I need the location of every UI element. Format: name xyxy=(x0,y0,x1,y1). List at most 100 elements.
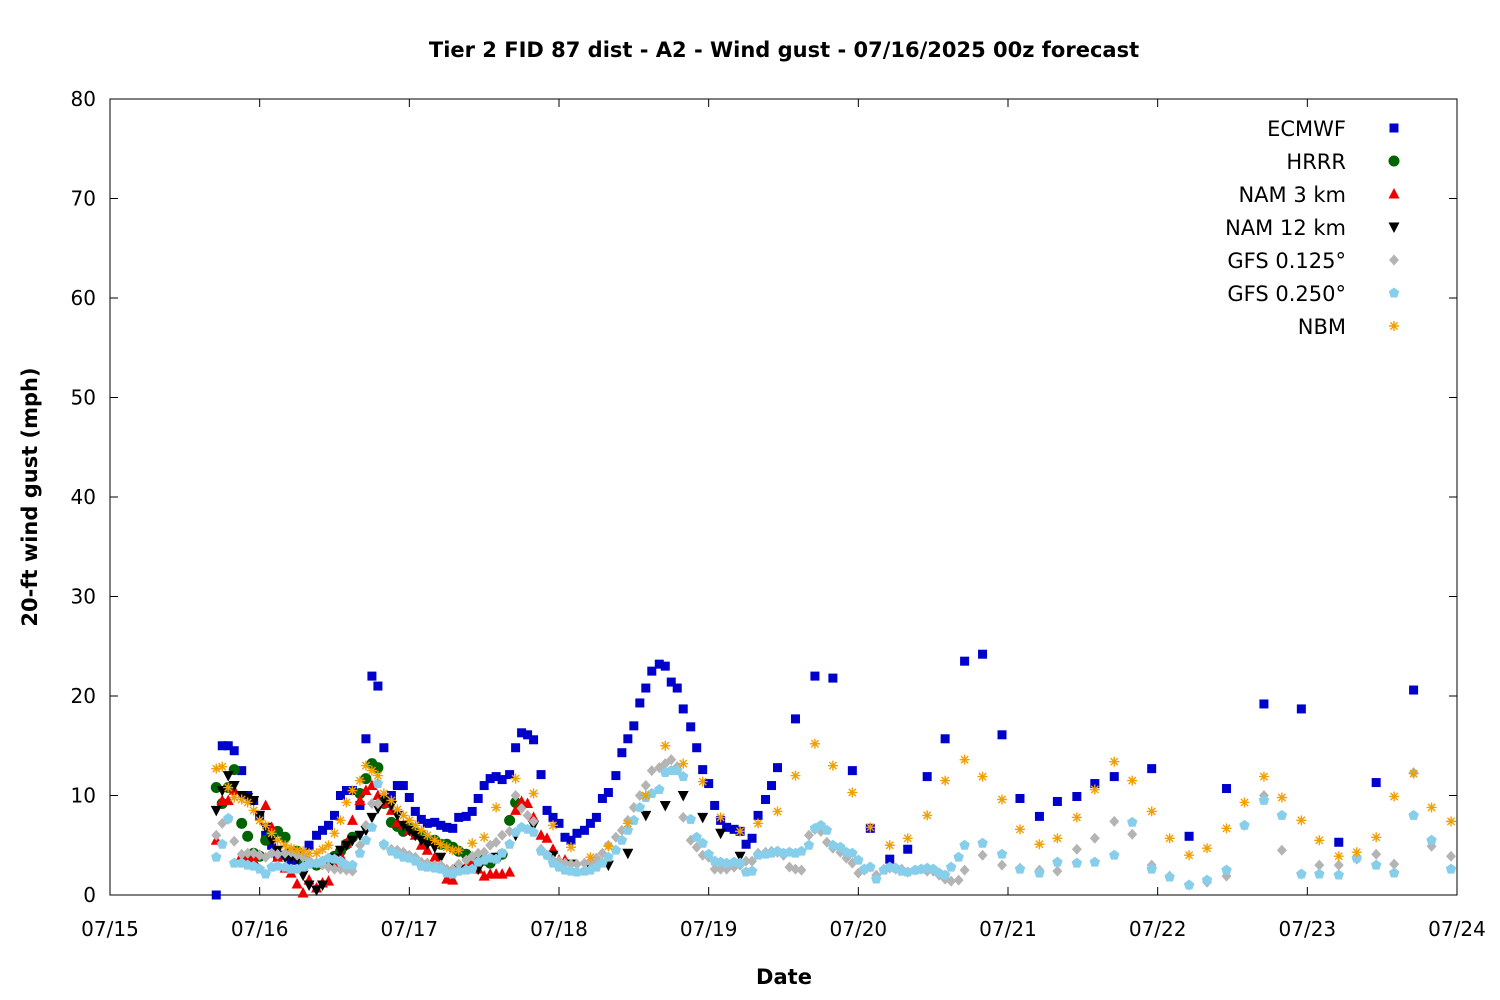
data-point xyxy=(729,824,739,834)
data-point xyxy=(467,806,477,816)
data-point xyxy=(280,847,291,859)
data-point xyxy=(479,846,490,858)
legend-label: NBM xyxy=(1298,315,1346,339)
data-point xyxy=(211,829,222,841)
data-point xyxy=(1426,802,1437,813)
data-point xyxy=(379,743,389,753)
series-gfs-0-250- xyxy=(211,765,1457,890)
data-point xyxy=(479,832,490,843)
data-point xyxy=(217,761,228,772)
data-point xyxy=(734,857,746,868)
data-point xyxy=(229,835,240,847)
data-point xyxy=(542,805,552,815)
data-point xyxy=(603,788,613,798)
data-point xyxy=(236,817,248,829)
data-point xyxy=(410,806,420,816)
data-point xyxy=(1314,835,1325,846)
data-point xyxy=(346,835,358,847)
data-point xyxy=(715,812,726,823)
data-point xyxy=(1333,851,1344,862)
data-point xyxy=(1333,869,1344,880)
data-point xyxy=(810,671,820,681)
data-point xyxy=(254,815,265,826)
data-point xyxy=(997,794,1008,805)
data-point xyxy=(977,837,988,848)
data-point xyxy=(1183,879,1195,890)
data-point xyxy=(761,794,771,804)
data-point xyxy=(634,801,646,812)
data-point xyxy=(1109,815,1120,827)
data-point xyxy=(1446,850,1457,862)
data-point xyxy=(311,848,322,859)
y-tick-label: 10 xyxy=(71,784,96,808)
data-point xyxy=(847,847,858,858)
legend-marker xyxy=(1389,254,1399,266)
data-point xyxy=(809,738,820,749)
data-point xyxy=(222,794,234,805)
data-point xyxy=(372,803,384,815)
data-point xyxy=(354,775,365,786)
data-point xyxy=(392,804,403,815)
data-point xyxy=(640,810,652,822)
data-point xyxy=(903,844,913,854)
data-point xyxy=(1276,844,1287,856)
data-point xyxy=(386,795,397,806)
data-point xyxy=(747,833,757,843)
data-point xyxy=(272,835,283,846)
data-point xyxy=(560,832,570,842)
data-point xyxy=(497,829,508,841)
data-point xyxy=(977,849,988,861)
data-point xyxy=(635,698,645,708)
data-point xyxy=(1351,847,1362,858)
data-point xyxy=(453,858,464,870)
data-point xyxy=(1164,833,1175,844)
data-point xyxy=(571,858,582,870)
data-point xyxy=(885,854,895,864)
data-point xyxy=(236,794,247,805)
data-series xyxy=(210,649,1457,900)
data-point xyxy=(523,730,533,740)
data-point xyxy=(272,848,283,860)
data-point xyxy=(311,885,323,897)
data-point xyxy=(640,790,651,801)
data-point xyxy=(347,859,358,870)
data-point xyxy=(565,842,576,853)
chart-title: Tier 2 FID 87 dist - A2 - Wind gust - 07… xyxy=(429,38,1139,62)
data-point xyxy=(528,788,539,799)
data-point xyxy=(1408,768,1419,779)
data-point xyxy=(721,857,732,868)
data-point xyxy=(312,830,322,840)
data-point xyxy=(496,847,508,858)
data-point xyxy=(1239,819,1250,830)
x-tick-label: 07/20 xyxy=(830,917,888,941)
data-point xyxy=(1201,874,1213,885)
data-point xyxy=(646,765,657,777)
data-point xyxy=(505,770,515,780)
data-point xyxy=(697,812,709,824)
data-point xyxy=(1296,868,1307,879)
data-point xyxy=(1371,848,1382,860)
data-point xyxy=(298,846,309,857)
data-point xyxy=(335,791,345,800)
data-point xyxy=(341,786,351,796)
data-point xyxy=(977,771,988,782)
data-point xyxy=(436,820,446,830)
data-point xyxy=(1259,699,1269,709)
data-point xyxy=(210,805,222,817)
data-point xyxy=(1014,863,1026,874)
legend-label: GFS 0.125° xyxy=(1227,249,1346,273)
data-point xyxy=(865,861,876,872)
data-point xyxy=(391,810,403,822)
data-point xyxy=(416,814,426,824)
data-point xyxy=(422,818,432,828)
data-point xyxy=(516,795,528,806)
data-point xyxy=(692,743,702,753)
data-point xyxy=(248,805,259,816)
data-point xyxy=(517,728,527,738)
y-axis-label: 20-ft wind gust (mph) xyxy=(18,367,42,626)
data-point xyxy=(1276,809,1288,820)
data-point xyxy=(1072,791,1082,801)
data-point xyxy=(1314,868,1325,879)
data-point xyxy=(291,878,303,889)
x-tick-label: 07/24 xyxy=(1428,917,1486,941)
